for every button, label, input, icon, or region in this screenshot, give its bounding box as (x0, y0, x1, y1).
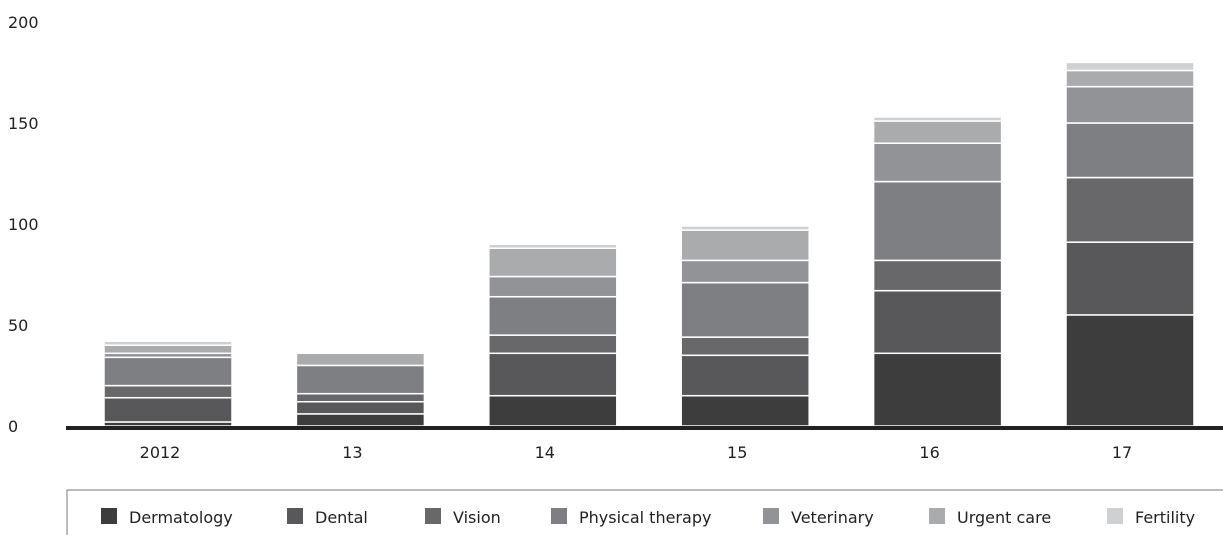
legend-frame (66, 489, 1223, 535)
bar-segment (1065, 314, 1195, 427)
legend-swatch (287, 508, 303, 524)
bar-segment (872, 352, 1003, 427)
legend-item: Dental (287, 508, 368, 527)
bar-segment (680, 259, 810, 284)
legend-swatch (763, 508, 779, 524)
legend-label: Fertility (1135, 508, 1195, 527)
bar-segment (1065, 85, 1195, 124)
bar-segment (488, 394, 618, 427)
legend-swatch (101, 508, 117, 524)
bar-segment (488, 334, 618, 355)
bar-segment (872, 120, 1003, 144)
legend-label: Vision (453, 508, 501, 527)
bar-segment (295, 401, 426, 415)
legend-label: Dental (315, 508, 368, 527)
legend-swatch (1107, 508, 1123, 524)
legend-item: Urgent care (929, 508, 1051, 527)
bar-segment (488, 352, 618, 397)
bar-segment (488, 295, 618, 336)
legend-label: Physical therapy (579, 508, 711, 527)
bar-stacks (103, 61, 1195, 427)
legend-item: Fertility (1107, 508, 1195, 527)
y-tick-label: 100 (8, 215, 39, 234)
legend: Dermatology Dental Vision Physical therapy V… (66, 489, 1223, 535)
legend-item: Dermatology (101, 508, 233, 527)
legend-swatch (551, 508, 567, 524)
legend-swatch (929, 508, 945, 524)
x-axis-ticks: 2012 13 14 15 16 17 (140, 443, 1133, 462)
legend-item: Physical therapy (551, 508, 711, 527)
x-tick-label: 16 (919, 443, 939, 462)
bar-segment (103, 344, 233, 355)
x-tick-label: 14 (535, 443, 555, 462)
y-tick-label: 150 (8, 114, 39, 133)
bar-segment (1065, 122, 1195, 179)
bar-segment (680, 354, 810, 397)
x-tick-label: 2012 (140, 443, 181, 462)
bar-segment (103, 384, 233, 399)
bar-segment (488, 275, 618, 298)
legend-swatch (425, 508, 441, 524)
y-axis-ticks: 0 50 100 150 200 (8, 13, 39, 436)
legend-label: Veterinary (791, 508, 874, 527)
legend-label: Dermatology (129, 508, 233, 527)
bar-segment (1065, 69, 1195, 88)
bar-segment (295, 392, 426, 403)
bar-segment (295, 364, 426, 395)
bar-segment (295, 352, 426, 367)
bar-segment (680, 336, 810, 357)
bar-segment (1065, 61, 1195, 72)
x-tick-label: 13 (342, 443, 362, 462)
bar-segment (488, 243, 618, 249)
bar-segment (680, 394, 810, 427)
bar-segment (1065, 176, 1195, 243)
bar-segment (872, 289, 1003, 355)
bar-segment (872, 116, 1003, 122)
y-tick-label: 200 (8, 13, 39, 32)
bar-segment (295, 413, 426, 427)
y-tick-label: 0 (8, 417, 18, 436)
bar-segment (103, 340, 233, 346)
legend-item: Vision (425, 508, 501, 527)
bar-segment (680, 229, 810, 262)
bar-segment (872, 142, 1003, 183)
bar-segment (872, 180, 1003, 262)
y-tick-label: 50 (8, 316, 28, 335)
bar-segment (103, 396, 233, 423)
bar-segment (1065, 241, 1195, 316)
bar-segment (680, 225, 810, 231)
bar-segment (872, 259, 1003, 292)
bar-segment (680, 281, 810, 338)
legend-item: Veterinary (763, 508, 874, 527)
x-tick-label: 15 (727, 443, 747, 462)
bar-segment (488, 247, 618, 278)
legend-label: Urgent care (957, 508, 1051, 527)
bar-segment (103, 356, 233, 387)
x-tick-label: 17 (1112, 443, 1132, 462)
